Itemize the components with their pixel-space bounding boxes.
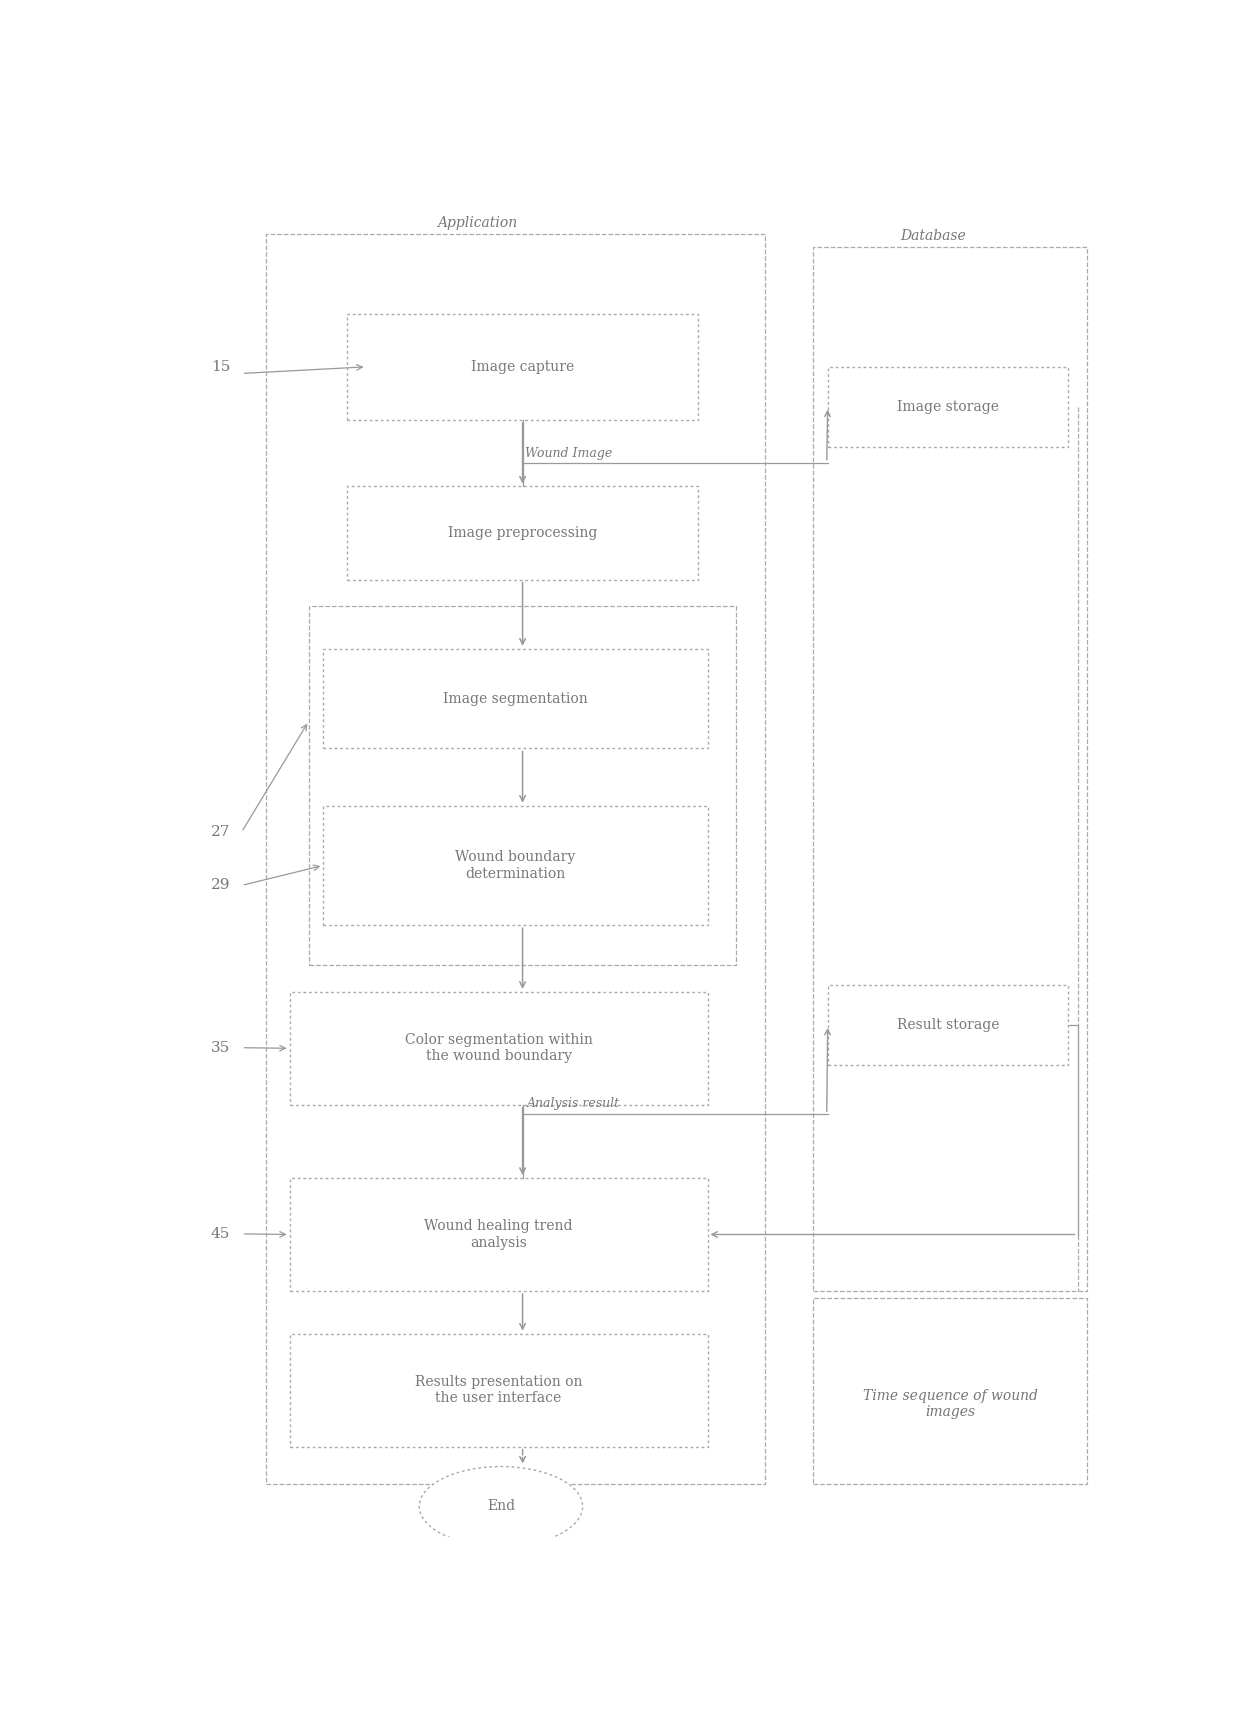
Bar bbox=[309, 606, 737, 965]
Text: Wound Image: Wound Image bbox=[525, 447, 611, 459]
Text: 27: 27 bbox=[211, 826, 231, 839]
Text: Analysis result: Analysis result bbox=[527, 1097, 620, 1110]
Text: Results presentation on
the user interface: Results presentation on the user interfa… bbox=[415, 1375, 583, 1406]
Text: Image capture: Image capture bbox=[471, 359, 574, 373]
Text: End: End bbox=[487, 1499, 515, 1513]
Text: Image storage: Image storage bbox=[897, 399, 999, 414]
Bar bbox=[324, 649, 708, 748]
Bar bbox=[828, 984, 1068, 1066]
Bar bbox=[265, 233, 765, 1483]
Bar bbox=[324, 807, 708, 926]
Text: Image segmentation: Image segmentation bbox=[443, 691, 588, 706]
Bar bbox=[290, 1333, 708, 1447]
Bar bbox=[347, 314, 698, 420]
Text: Wound healing trend
analysis: Wound healing trend analysis bbox=[424, 1219, 573, 1250]
Text: 29: 29 bbox=[211, 879, 231, 893]
Text: Database: Database bbox=[900, 230, 966, 244]
Bar bbox=[290, 1178, 708, 1292]
Text: 45: 45 bbox=[211, 1226, 231, 1240]
Text: Application: Application bbox=[436, 216, 517, 230]
Text: Time sequence of wound
images: Time sequence of wound images bbox=[863, 1389, 1038, 1420]
Text: Wound boundary
determination: Wound boundary determination bbox=[455, 850, 575, 881]
Bar bbox=[290, 991, 708, 1105]
Bar bbox=[813, 247, 1087, 1292]
Bar bbox=[813, 1297, 1087, 1483]
Text: 35: 35 bbox=[211, 1041, 229, 1055]
Ellipse shape bbox=[419, 1466, 583, 1546]
Text: Result storage: Result storage bbox=[897, 1017, 999, 1033]
Text: 15: 15 bbox=[211, 359, 231, 373]
Bar bbox=[347, 487, 698, 580]
Text: Image preprocessing: Image preprocessing bbox=[448, 527, 598, 541]
Bar bbox=[828, 366, 1068, 447]
Text: Color segmentation within
the wound boundary: Color segmentation within the wound boun… bbox=[404, 1033, 593, 1064]
